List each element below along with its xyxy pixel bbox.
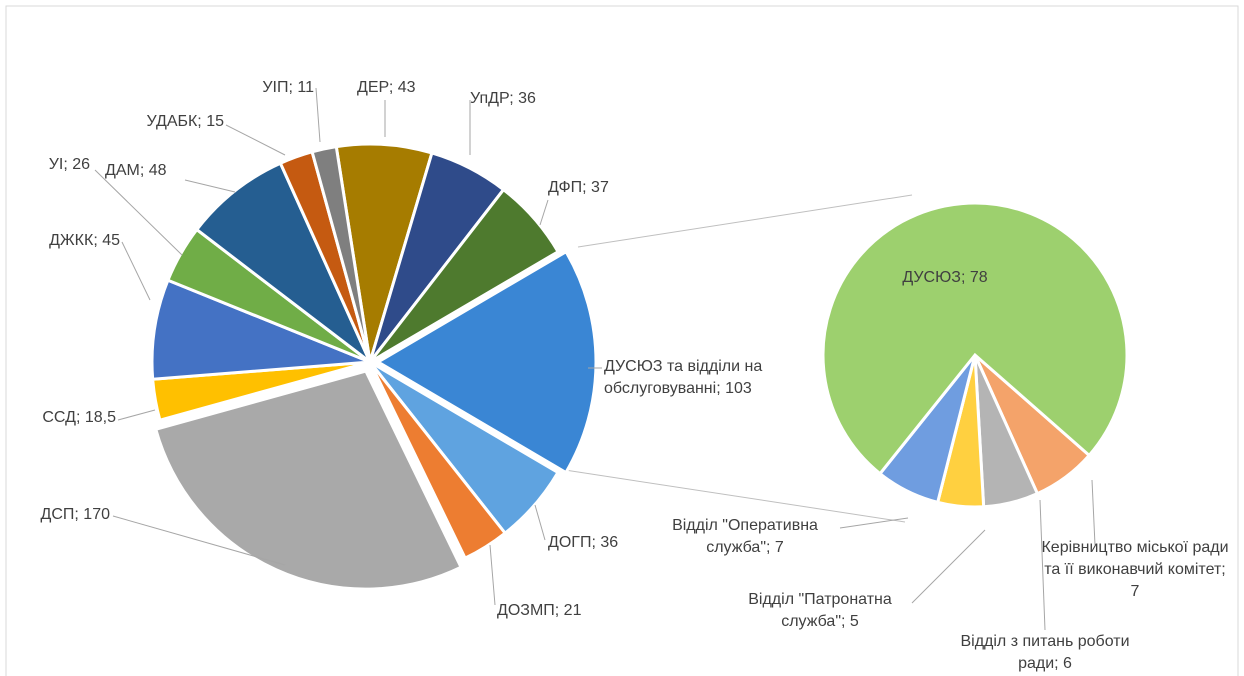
leader-line [539, 199, 549, 226]
connector-line [577, 194, 913, 248]
data-label: Відділ "Патронатна служба"; 5 [748, 591, 892, 630]
pie-slice [194, 161, 372, 364]
data-label: ДАМ; 48 [105, 162, 167, 179]
leader-line [184, 179, 236, 193]
data-label: Відділ з питань роботи ради; 6 [960, 633, 1130, 672]
data-label: ДФП; 37 [548, 179, 609, 196]
data-label: ДУСЮЗ та відділи на обслуговуванні; 103 [604, 358, 763, 397]
leader-line [911, 529, 986, 604]
leader-line [534, 504, 546, 541]
data-label: Відділ "Оперативна служба"; 7 [672, 517, 818, 556]
leader-line [225, 124, 286, 156]
pie-slice [821, 201, 1129, 476]
pie-slice [368, 187, 561, 364]
data-label: ДЕР; 43 [357, 79, 416, 96]
pie-slice [153, 369, 464, 591]
data-label: УДАБК; 15 [146, 113, 224, 130]
leader-line [315, 87, 321, 143]
pie-slice [368, 361, 508, 561]
connector-line [564, 469, 906, 523]
leader-line [94, 169, 183, 256]
data-label: УІП; 11 [262, 79, 314, 96]
data-label: ДОГП; 36 [548, 534, 619, 551]
leader-line [489, 544, 496, 606]
pie-slice [150, 278, 371, 381]
data-label: ДСП; 170 [40, 506, 110, 523]
leader-line [839, 517, 909, 529]
pie-slice [375, 249, 598, 475]
data-label: УІ; 26 [48, 156, 90, 173]
data-label: ДОЗМП; 21 [497, 602, 582, 619]
data-label: ДУСЮЗ; 78 [902, 269, 988, 286]
pie-slice [310, 144, 372, 363]
frame [5, 5, 1239, 676]
leader-line [1091, 479, 1096, 546]
data-label: ДЖКК; 45 [49, 232, 120, 249]
data-label: Керівництво міської ради та її виконавчи… [1041, 539, 1229, 600]
leader-line [112, 515, 286, 566]
leader-line [121, 241, 151, 301]
leader-line [1039, 499, 1046, 631]
leader-line [117, 409, 156, 421]
data-label: УпДР; 36 [470, 90, 536, 107]
data-label: ССД; 18,5 [42, 409, 116, 426]
